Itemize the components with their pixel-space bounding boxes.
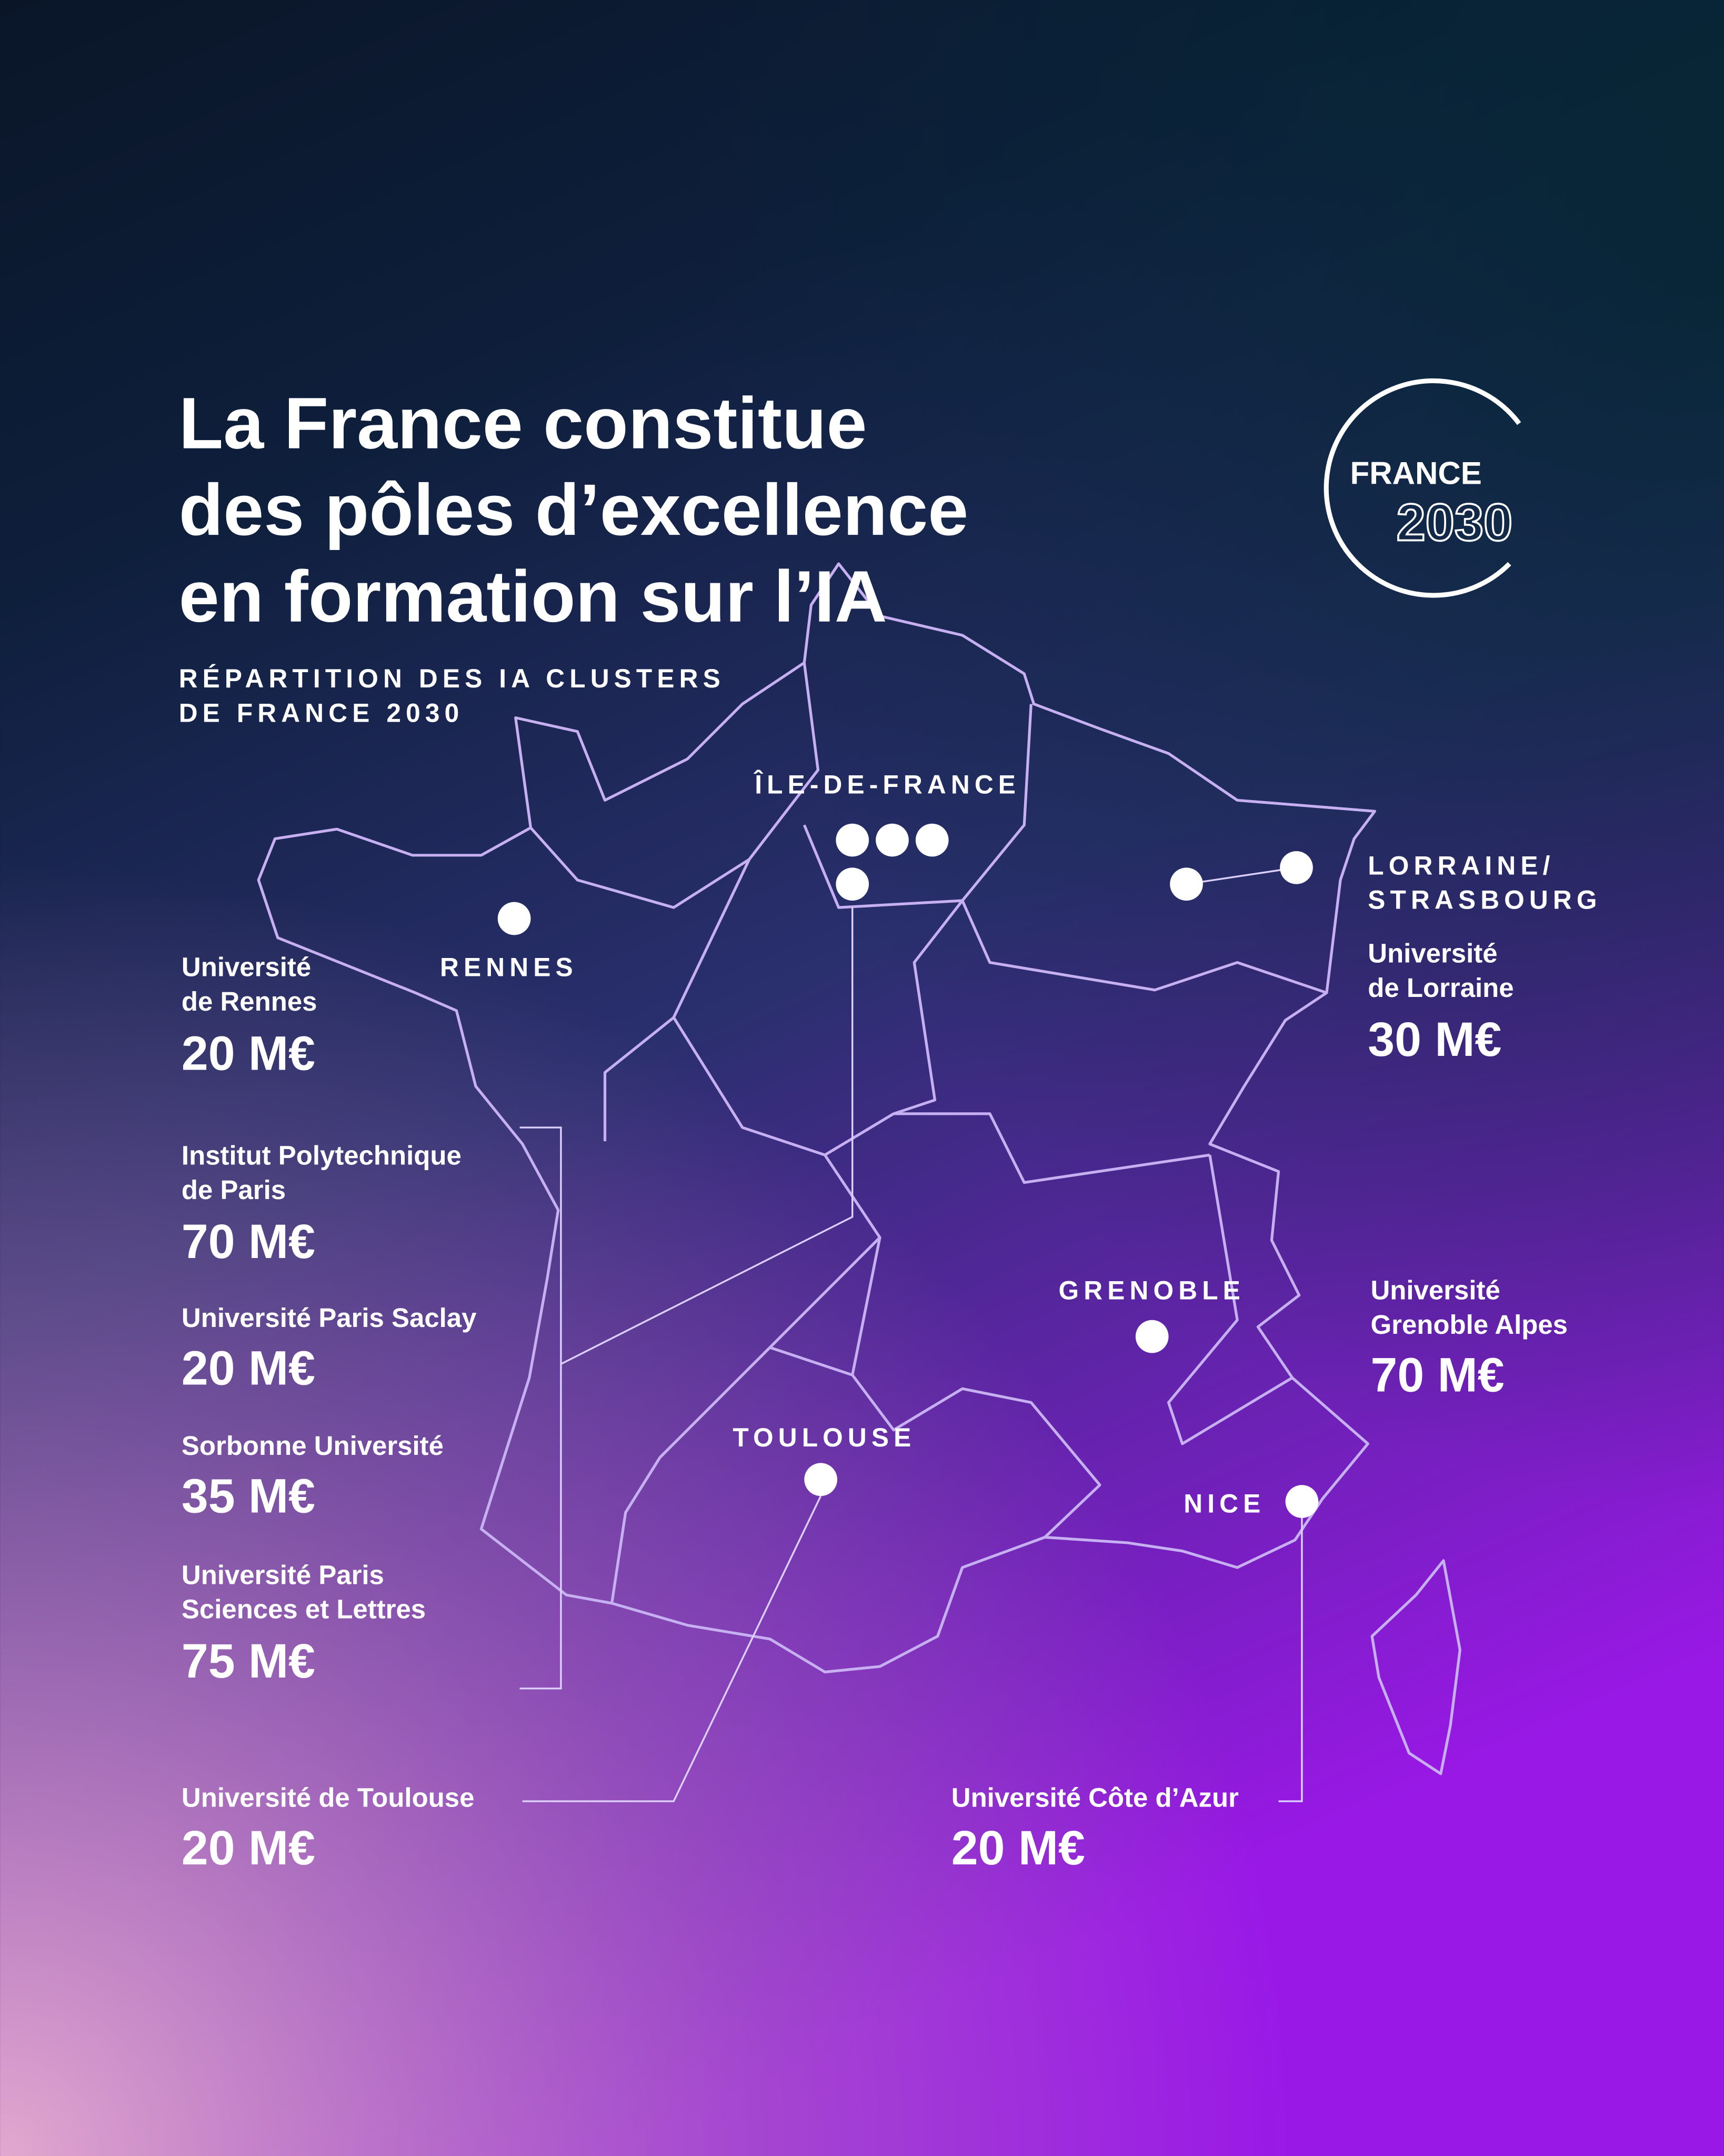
institution-amount: 20 M€	[182, 1026, 315, 1080]
institution-name: Sorbonne Université	[182, 1431, 444, 1461]
bracket-ile-de-france	[519, 1126, 562, 1690]
region-label: ÎLE-DE-FRANCE	[753, 770, 1020, 799]
region-borders	[529, 662, 1327, 1604]
cluster-dots	[497, 823, 1319, 1518]
institution-name: Grenoble Alpes	[1371, 1310, 1568, 1340]
connector-toulouse	[522, 1495, 822, 1802]
connector-lorraine	[1186, 866, 1297, 885]
logo-bottom: 2030	[1396, 494, 1512, 552]
region-label: STRASBOURG	[1368, 885, 1601, 915]
region-label: NICE	[1184, 1489, 1265, 1518]
institution-amount: 35 M€	[182, 1469, 315, 1523]
institution-amount: 70 M€	[1371, 1349, 1505, 1402]
institution-name: Université Paris	[182, 1560, 384, 1590]
institution-amount: 30 M€	[1368, 1013, 1501, 1066]
institution-amount: 75 M€	[182, 1634, 315, 1688]
cluster-dot	[1280, 851, 1313, 884]
region-label: TOULOUSE	[733, 1423, 916, 1452]
title-line: des pôles d’excellence	[179, 470, 969, 551]
cluster-dot	[836, 823, 869, 857]
connector-ile-de-france	[560, 907, 854, 1365]
title-line: La France constitue	[179, 383, 867, 464]
institution-name: Sciences et Lettres	[182, 1594, 426, 1624]
institution-name: Institut Polytechnique	[182, 1141, 462, 1171]
institution-name: Université de Toulouse	[182, 1782, 475, 1812]
institution-name: Université	[1368, 939, 1497, 969]
corsica-outline	[1370, 1559, 1461, 1775]
institution-name: Université	[1371, 1275, 1500, 1305]
institution-name: Université Paris Saclay	[182, 1303, 477, 1333]
map	[257, 562, 1461, 1775]
connectors	[519, 866, 1303, 1802]
region-label: LORRAINE/	[1368, 851, 1555, 880]
cluster-dot	[497, 902, 531, 935]
institution-amount: 20 M€	[182, 1342, 315, 1395]
institution-name: Université Côte d’Azur	[951, 1782, 1239, 1812]
logo-top: FRANCE	[1350, 456, 1482, 491]
institution-name: Université	[182, 952, 311, 982]
cluster-dot	[915, 823, 949, 857]
subtitle-line: RÉPARTITION DES IA CLUSTERS	[179, 664, 725, 693]
subtitle-line: DE FRANCE 2030	[179, 698, 464, 727]
logo: FRANCE 2030	[1324, 378, 1521, 598]
country-outline	[257, 562, 1376, 1674]
cluster-dot	[1135, 1320, 1169, 1353]
region-label: GRENOBLE	[1059, 1276, 1245, 1305]
cluster-dot	[876, 823, 909, 857]
region-label: RENNES	[440, 953, 578, 982]
cluster-dot	[1170, 867, 1203, 901]
cluster-dot	[836, 867, 869, 901]
cluster-dot	[1285, 1485, 1319, 1518]
institution-amount: 20 M€	[951, 1821, 1085, 1875]
connector-nice	[1278, 1518, 1303, 1802]
institution-name: de Lorraine	[1368, 973, 1513, 1003]
institution-name: de Paris	[182, 1175, 286, 1205]
logo-ring	[1324, 378, 1521, 598]
title-line: en formation sur l’IA	[179, 556, 887, 637]
institution-name: de Rennes	[182, 986, 317, 1016]
institution-amount: 70 M€	[182, 1215, 315, 1269]
cluster-dot	[804, 1463, 837, 1496]
institution-amount: 20 M€	[182, 1821, 315, 1875]
